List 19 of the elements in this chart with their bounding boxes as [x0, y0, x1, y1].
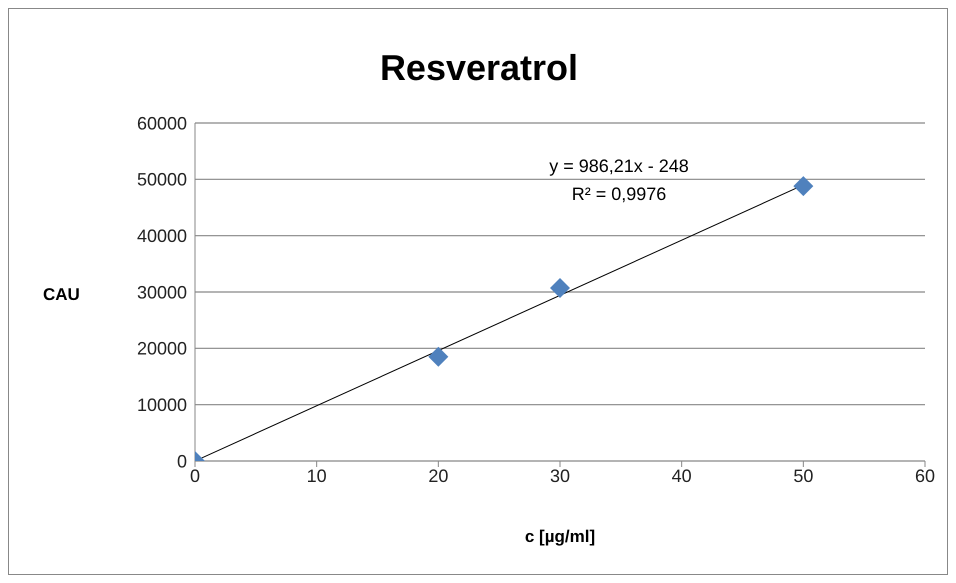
y-tick-label: 40000	[136, 226, 187, 246]
y-tick-label: 60000	[136, 113, 187, 134]
y-tick-label: 20000	[136, 338, 187, 359]
x-tick-label: 20	[428, 466, 448, 486]
x-tick-label: 30	[550, 466, 570, 486]
x-tick-label: 60	[914, 466, 936, 486]
x-tick-label: 40	[672, 466, 692, 486]
annotation: R² = 0,9976	[570, 184, 668, 205]
x-tick-label: 50	[793, 466, 814, 486]
chart-title: Resveratrol	[378, 47, 580, 89]
y-axis-title: CAU	[43, 285, 80, 305]
x-axis-title: c [µg/ml]	[524, 527, 596, 547]
y-tick-label: 30000	[136, 282, 187, 302]
x-tick-label: 10	[306, 466, 327, 486]
x-tick-label: 0	[190, 466, 200, 486]
y-tick-label: 10000	[136, 395, 187, 416]
y-tick-label: 0	[176, 451, 187, 472]
annotation: y = 986,21x - 248	[548, 156, 690, 177]
y-tick-label: 50000	[136, 170, 187, 190]
